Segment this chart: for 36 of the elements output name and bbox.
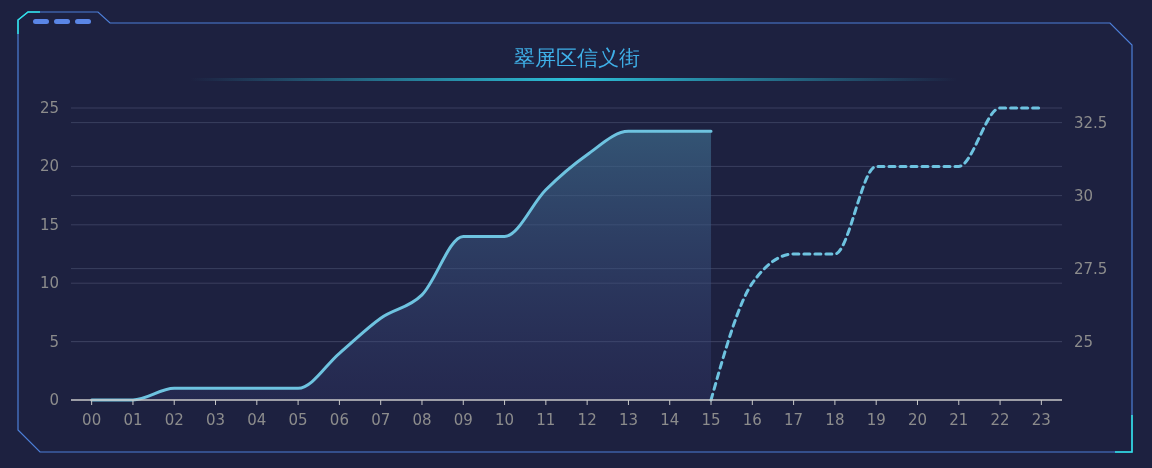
y-tick-label: 15 [39,215,59,234]
x-tick-label: 06 [329,411,349,429]
y-tick-label: 10 [39,274,59,293]
y2-tick-label: 25 [1074,332,1094,351]
x-tick-label: 11 [536,411,556,429]
x-tick-label: 03 [205,411,226,429]
y-tick-label: 0 [49,391,59,409]
y-tick-label: 5 [49,332,59,351]
x-tick-label: 15 [701,411,721,429]
chart-title: 翠屏区信义街 [513,46,640,70]
y-tick-label: 20 [39,157,59,176]
x-tick-label: 13 [618,411,638,429]
x-tick-label: 05 [288,411,308,429]
y-tick-label: 25 [39,99,59,117]
x-tick-label: 20 [907,411,928,429]
x-tick-label: 19 [866,411,886,429]
x-tick-label: 22 [990,411,1010,429]
x-tick-label: 12 [577,411,597,429]
x-tick-label: 10 [495,411,515,429]
x-tick-label: 08 [412,411,432,429]
y2-tick-label: 30 [1074,186,1094,205]
x-tick-label: 21 [949,411,969,429]
x-tick-label: 18 [825,411,845,429]
line-series [709,106,1043,402]
x-tick-label: 14 [660,411,680,429]
x-tick-label: 00 [82,411,102,429]
x-tick-label: 04 [247,411,267,429]
x-tick-label: 23 [1031,411,1051,429]
y2-tick-label: 32.5 [1074,113,1108,132]
x-tick-label: 07 [371,411,391,429]
y2-tick-label: 27.5 [1074,259,1108,278]
x-tick-label: 09 [453,411,473,429]
x-tick-label: 16 [742,411,762,429]
x-tick-label: 02 [164,411,184,429]
x-tick-label: 17 [784,411,804,429]
x-tick-label: 01 [123,411,143,429]
